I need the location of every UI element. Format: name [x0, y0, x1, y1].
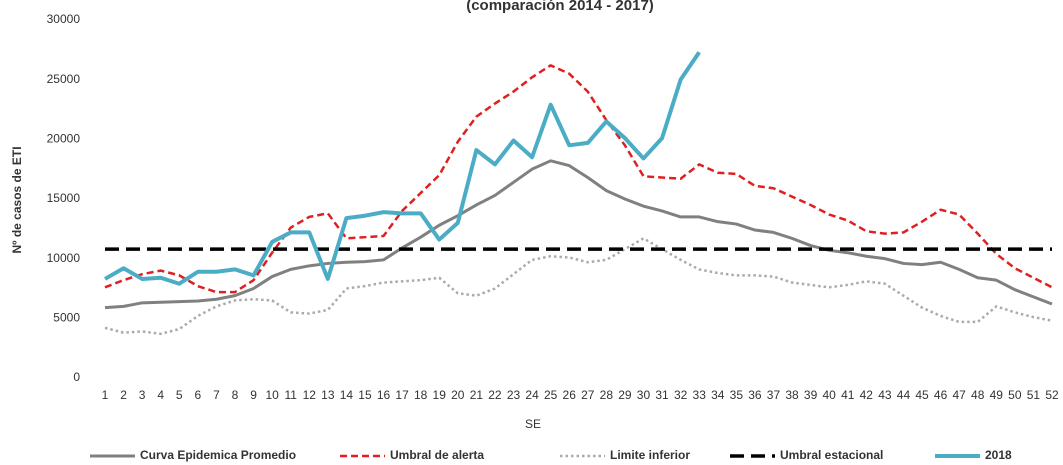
legend-label: Limite inferior: [610, 448, 690, 462]
x-tick-label: 2: [120, 388, 127, 402]
x-tick-label: 8: [232, 388, 239, 402]
x-tick-label: 9: [250, 388, 257, 402]
series-line: [104, 159, 1053, 310]
x-tick-label: 38: [785, 388, 799, 402]
x-tick-label: 44: [897, 388, 911, 402]
x-tick-label: 19: [433, 388, 447, 402]
x-tick-label: 3: [139, 388, 146, 402]
legend-label: 2018: [985, 448, 1012, 462]
x-tick-label: 35: [730, 388, 744, 402]
y-tick-label: 10000: [47, 251, 81, 265]
x-tick-label: 32: [674, 388, 688, 402]
x-tick-label: 14: [340, 388, 354, 402]
x-tick-label: 41: [841, 388, 855, 402]
series-line: [104, 64, 1053, 294]
x-tick-label: 49: [990, 388, 1004, 402]
x-tick-label: 42: [860, 388, 874, 402]
x-tick-label: 6: [194, 388, 201, 402]
x-tick-label: 30: [637, 388, 651, 402]
x-tick-label: 33: [693, 388, 707, 402]
chart-title: (comparación 2014 - 2017): [466, 0, 654, 14]
x-tick-label: 10: [265, 388, 279, 402]
x-tick-label: 4: [157, 388, 164, 402]
x-tick-label: 15: [358, 388, 372, 402]
y-tick-label: 0: [73, 370, 80, 384]
x-tick-label: 46: [934, 388, 948, 402]
x-tick-label: 29: [618, 388, 632, 402]
x-tick-label: 34: [711, 388, 725, 402]
y-tick-label: 5000: [53, 311, 80, 325]
x-tick-label: 52: [1045, 388, 1059, 402]
x-tick-label: 1: [102, 388, 109, 402]
y-tick-label: 15000: [47, 191, 81, 205]
x-tick-label: 48: [971, 388, 985, 402]
x-tick-label: 28: [600, 388, 614, 402]
x-tick-label: 39: [804, 388, 818, 402]
x-tick-label: 37: [767, 388, 781, 402]
legend-label: Curva Epidemica Promedio: [140, 448, 296, 462]
y-tick-label: 30000: [47, 12, 81, 26]
x-tick-label: 26: [563, 388, 577, 402]
x-tick-label: 17: [395, 388, 409, 402]
series-line: [104, 237, 1053, 336]
legend-label: Umbral estacional: [780, 448, 883, 462]
y-tick-label: 25000: [47, 72, 81, 86]
x-tick-label: 22: [488, 388, 502, 402]
x-tick-label: 50: [1008, 388, 1022, 402]
x-tick-label: 12: [303, 388, 317, 402]
x-tick-label: 36: [748, 388, 762, 402]
x-tick-label: 7: [213, 388, 220, 402]
x-tick-label: 18: [414, 388, 428, 402]
y-axis-label: Nº de casos de ETI: [10, 146, 24, 253]
series-line: [103, 51, 701, 286]
y-tick-label: 20000: [47, 132, 81, 146]
x-axis-label: SE: [525, 417, 541, 431]
x-tick-label: 24: [525, 388, 539, 402]
x-tick-label: 31: [655, 388, 669, 402]
x-tick-label: 23: [507, 388, 521, 402]
x-tick-label: 11: [284, 388, 297, 402]
x-tick-label: 45: [915, 388, 929, 402]
x-tick-label: 25: [544, 388, 558, 402]
x-tick-label: 47: [952, 388, 966, 402]
x-tick-label: 16: [377, 388, 391, 402]
x-tick-label: 27: [581, 388, 595, 402]
x-tick-label: 43: [878, 388, 892, 402]
x-tick-label: 40: [822, 388, 836, 402]
x-tick-label: 51: [1027, 388, 1041, 402]
x-tick-label: 20: [451, 388, 465, 402]
legend-label: Umbral de alerta: [390, 448, 484, 462]
x-tick-label: 5: [176, 388, 183, 402]
x-tick-label: 13: [321, 388, 335, 402]
x-tick-label: 21: [470, 388, 484, 402]
